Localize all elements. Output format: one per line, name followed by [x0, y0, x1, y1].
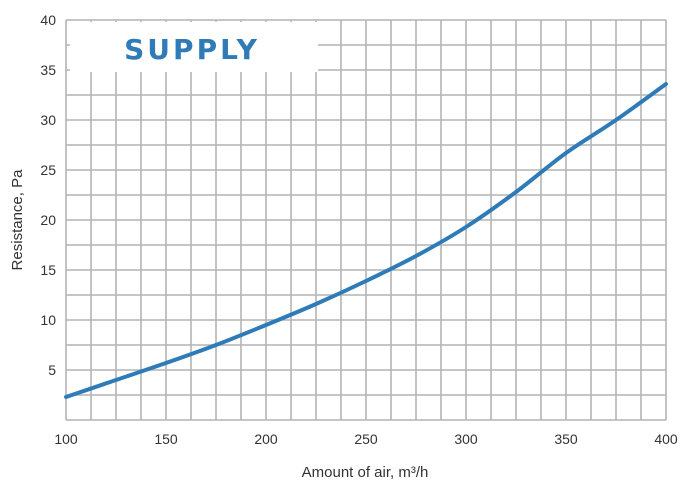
y-tick-label: 15 — [40, 262, 56, 278]
x-axis-ticks: 100 150 200 250 300 350 400 — [54, 431, 678, 447]
x-tick-label: 200 — [254, 431, 278, 447]
x-tick-label: 100 — [54, 431, 78, 447]
y-tick-label: 30 — [40, 112, 56, 128]
chart-title: SUPPLY — [124, 33, 260, 66]
x-tick-label: 350 — [554, 431, 578, 447]
y-tick-label: 35 — [40, 62, 56, 78]
resistance-curve — [64, 82, 668, 399]
x-tick-label: 400 — [654, 431, 678, 447]
x-tick-label: 150 — [154, 431, 178, 447]
y-tick-label: 20 — [40, 212, 56, 228]
y-tick-label: 10 — [40, 312, 56, 328]
title-background — [70, 22, 318, 72]
x-tick-label: 250 — [354, 431, 378, 447]
y-axis-label: Resistance, Pa — [9, 169, 26, 271]
x-axis-label: Amount of air, m³/h — [302, 464, 429, 480]
y-tick-label: 5 — [48, 362, 56, 378]
y-tick-label: 40 — [40, 12, 56, 28]
y-tick-label: 25 — [40, 162, 56, 178]
grid-lines — [65, 19, 667, 421]
y-axis-ticks: 5 10 15 20 25 30 35 40 — [40, 12, 56, 378]
x-tick-label: 300 — [454, 431, 478, 447]
